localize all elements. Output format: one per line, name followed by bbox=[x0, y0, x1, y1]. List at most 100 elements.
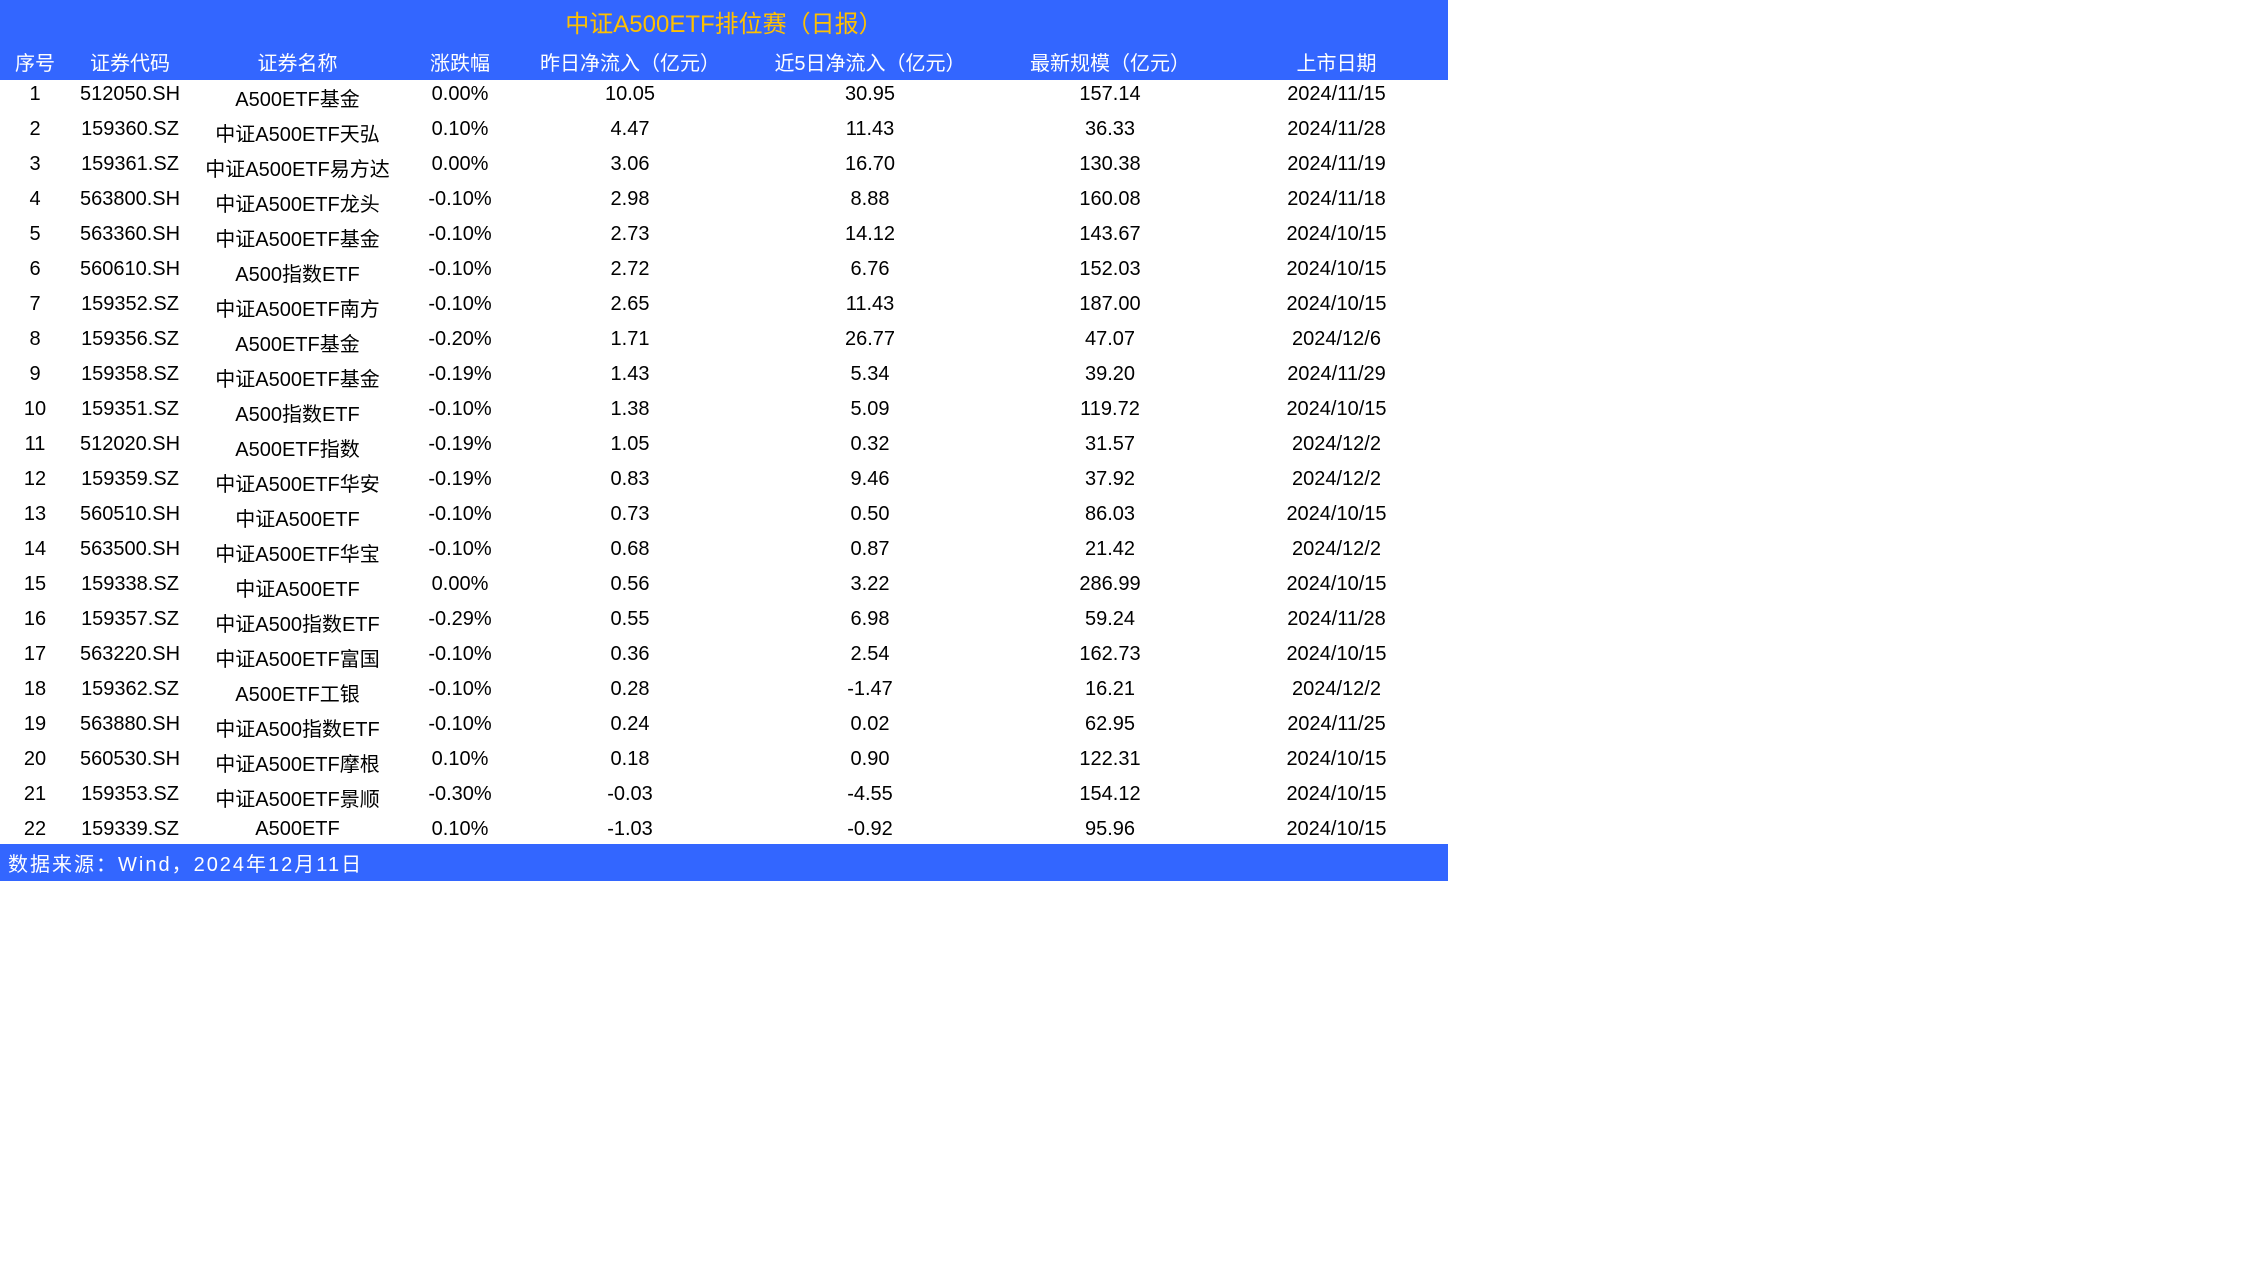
cell-net5d: -0.92 bbox=[745, 818, 995, 841]
cell-list_date: 2024/10/15 bbox=[1225, 293, 1448, 322]
cell-list_date: 2024/10/15 bbox=[1225, 398, 1448, 427]
etf-ranking-table: 中证A500ETF排位赛（日报） 序号 证券代码 证券名称 涨跌幅 昨日净流入（… bbox=[0, 0, 1448, 881]
table-row: 22159339.SZA500ETF0.10%-1.03-0.9295.9620… bbox=[0, 815, 1448, 844]
col-header-list-date: 上市日期 bbox=[1225, 47, 1448, 76]
cell-list_date: 2024/11/29 bbox=[1225, 363, 1448, 392]
table-row: 12159359.SZ中证A500ETF华安-0.19%0.839.4637.9… bbox=[0, 465, 1448, 500]
cell-size: 21.42 bbox=[995, 538, 1225, 567]
cell-net5d: 11.43 bbox=[745, 118, 995, 147]
table-row: 13560510.SH中证A500ETF-0.10%0.730.5086.032… bbox=[0, 500, 1448, 535]
cell-net1d: 2.73 bbox=[515, 223, 745, 252]
col-header-net1d: 昨日净流入（亿元） bbox=[515, 47, 745, 76]
table-row: 8159356.SZA500ETF基金-0.20%1.7126.7747.072… bbox=[0, 325, 1448, 360]
cell-idx: 7 bbox=[0, 293, 70, 322]
cell-size: 36.33 bbox=[995, 118, 1225, 147]
cell-size: 59.24 bbox=[995, 608, 1225, 637]
cell-net5d: 0.87 bbox=[745, 538, 995, 567]
cell-code: 560530.SH bbox=[70, 748, 190, 777]
cell-size: 286.99 bbox=[995, 573, 1225, 602]
cell-size: 47.07 bbox=[995, 328, 1225, 357]
cell-chg: -0.10% bbox=[405, 713, 515, 742]
table-row: 4563800.SH中证A500ETF龙头-0.10%2.988.88160.0… bbox=[0, 185, 1448, 220]
cell-name: 中证A500ETF华安 bbox=[190, 468, 405, 497]
cell-name: 中证A500指数ETF bbox=[190, 713, 405, 742]
cell-chg: -0.29% bbox=[405, 608, 515, 637]
cell-net1d: 0.55 bbox=[515, 608, 745, 637]
table-footer-source: 数据来源：Wind，2024年12月11日 bbox=[0, 844, 1448, 881]
cell-idx: 6 bbox=[0, 258, 70, 287]
cell-size: 16.21 bbox=[995, 678, 1225, 707]
cell-list_date: 2024/12/2 bbox=[1225, 433, 1448, 462]
cell-idx: 14 bbox=[0, 538, 70, 567]
cell-idx: 16 bbox=[0, 608, 70, 637]
cell-list_date: 2024/11/25 bbox=[1225, 713, 1448, 742]
cell-net1d: 0.83 bbox=[515, 468, 745, 497]
table-row: 17563220.SH中证A500ETF富国-0.10%0.362.54162.… bbox=[0, 640, 1448, 675]
cell-idx: 15 bbox=[0, 573, 70, 602]
cell-code: 159338.SZ bbox=[70, 573, 190, 602]
cell-chg: -0.10% bbox=[405, 503, 515, 532]
cell-list_date: 2024/12/2 bbox=[1225, 678, 1448, 707]
cell-net1d: 0.56 bbox=[515, 573, 745, 602]
col-header-net5d: 近5日净流入（亿元） bbox=[745, 47, 995, 76]
cell-list_date: 2024/10/15 bbox=[1225, 748, 1448, 777]
cell-net1d: -0.03 bbox=[515, 783, 745, 812]
cell-list_date: 2024/11/19 bbox=[1225, 153, 1448, 182]
cell-list_date: 2024/11/15 bbox=[1225, 83, 1448, 112]
cell-list_date: 2024/12/6 bbox=[1225, 328, 1448, 357]
cell-idx: 3 bbox=[0, 153, 70, 182]
cell-code: 159339.SZ bbox=[70, 818, 190, 841]
cell-net5d: 0.32 bbox=[745, 433, 995, 462]
cell-size: 162.73 bbox=[995, 643, 1225, 672]
cell-chg: -0.10% bbox=[405, 188, 515, 217]
cell-net5d: 0.02 bbox=[745, 713, 995, 742]
cell-list_date: 2024/12/2 bbox=[1225, 538, 1448, 567]
cell-size: 39.20 bbox=[995, 363, 1225, 392]
cell-chg: 0.00% bbox=[405, 573, 515, 602]
cell-net5d: 0.90 bbox=[745, 748, 995, 777]
cell-size: 187.00 bbox=[995, 293, 1225, 322]
cell-net1d: 2.98 bbox=[515, 188, 745, 217]
cell-name: 中证A500ETF易方达 bbox=[190, 153, 405, 182]
cell-size: 152.03 bbox=[995, 258, 1225, 287]
cell-idx: 21 bbox=[0, 783, 70, 812]
table-row: 6560610.SHA500指数ETF-0.10%2.726.76152.032… bbox=[0, 255, 1448, 290]
table-row: 20560530.SH中证A500ETF摩根0.10%0.180.90122.3… bbox=[0, 745, 1448, 780]
cell-idx: 2 bbox=[0, 118, 70, 147]
table-row: 14563500.SH中证A500ETF华宝-0.10%0.680.8721.4… bbox=[0, 535, 1448, 570]
cell-idx: 19 bbox=[0, 713, 70, 742]
table-row: 15159338.SZ中证A500ETF0.00%0.563.22286.992… bbox=[0, 570, 1448, 605]
cell-net1d: 10.05 bbox=[515, 83, 745, 112]
cell-net5d: 5.34 bbox=[745, 363, 995, 392]
table-row: 19563880.SH中证A500指数ETF-0.10%0.240.0262.9… bbox=[0, 710, 1448, 745]
cell-net1d: 2.72 bbox=[515, 258, 745, 287]
cell-chg: 0.00% bbox=[405, 83, 515, 112]
cell-idx: 12 bbox=[0, 468, 70, 497]
cell-size: 157.14 bbox=[995, 83, 1225, 112]
table-row: 21159353.SZ中证A500ETF景顺-0.30%-0.03-4.5515… bbox=[0, 780, 1448, 815]
cell-net5d: -1.47 bbox=[745, 678, 995, 707]
cell-chg: 0.00% bbox=[405, 153, 515, 182]
cell-net1d: 4.47 bbox=[515, 118, 745, 147]
cell-code: 563360.SH bbox=[70, 223, 190, 252]
col-header-code: 证券代码 bbox=[70, 47, 190, 76]
cell-idx: 9 bbox=[0, 363, 70, 392]
cell-net1d: 0.24 bbox=[515, 713, 745, 742]
cell-net5d: 9.46 bbox=[745, 468, 995, 497]
cell-net1d: 1.71 bbox=[515, 328, 745, 357]
cell-idx: 13 bbox=[0, 503, 70, 532]
cell-name: 中证A500指数ETF bbox=[190, 608, 405, 637]
cell-chg: 0.10% bbox=[405, 748, 515, 777]
cell-code: 560510.SH bbox=[70, 503, 190, 532]
cell-name: 中证A500ETF基金 bbox=[190, 223, 405, 252]
cell-idx: 20 bbox=[0, 748, 70, 777]
cell-size: 154.12 bbox=[995, 783, 1225, 812]
cell-net1d: 0.68 bbox=[515, 538, 745, 567]
col-header-idx: 序号 bbox=[0, 47, 70, 76]
cell-code: 560610.SH bbox=[70, 258, 190, 287]
cell-net5d: 5.09 bbox=[745, 398, 995, 427]
cell-size: 95.96 bbox=[995, 818, 1225, 841]
cell-list_date: 2024/11/28 bbox=[1225, 608, 1448, 637]
cell-code: 159362.SZ bbox=[70, 678, 190, 707]
cell-list_date: 2024/10/15 bbox=[1225, 258, 1448, 287]
